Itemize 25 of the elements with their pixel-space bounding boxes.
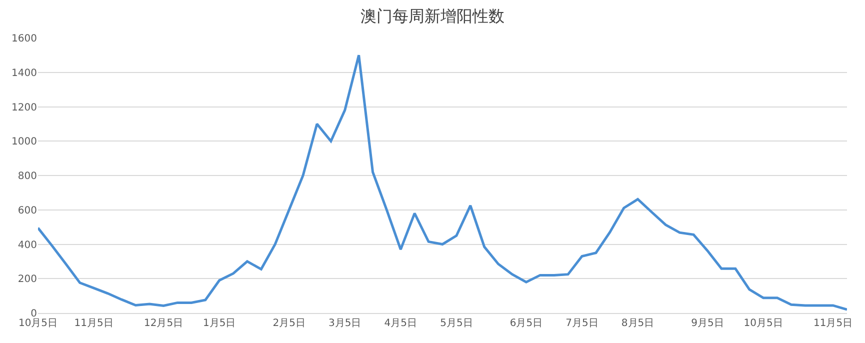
x-tick-label: 9月5日: [691, 318, 724, 329]
x-tick-label: 10月5日: [744, 318, 783, 329]
x-tick-label: 11月5日: [814, 318, 853, 329]
y-tick-label: 1400: [12, 68, 37, 79]
y-tick-label: 200: [18, 274, 37, 286]
x-tick-label: 8月5日: [621, 318, 654, 329]
y-tick-label: 800: [18, 171, 37, 182]
x-tick-label: 6月5日: [510, 318, 543, 329]
x-tick-label: 2月5日: [272, 318, 306, 329]
chart-title: 澳门每周新增阳性数: [360, 6, 504, 26]
x-tick-label: 11月5日: [74, 318, 114, 329]
y-tick-label: 1000: [12, 136, 37, 148]
x-tick-label: 3月5日: [328, 318, 362, 329]
x-tick-label: 4月5日: [384, 318, 418, 329]
x-tick-label: 12月5日: [144, 318, 184, 329]
line-series: [38, 54, 847, 311]
x-tick-label: 10月5日: [18, 318, 58, 329]
y-tick-label: 1200: [12, 102, 37, 114]
y-tick-label: 600: [18, 205, 37, 216]
x-tick-label: 1月5日: [202, 318, 236, 329]
y-tick-label: 400: [18, 240, 37, 251]
y-tick-label: 1600: [12, 34, 37, 44]
x-tick-label: 5月5日: [440, 318, 473, 329]
x-tick-label: 7月5日: [566, 318, 598, 329]
y-tick-label: 0: [30, 308, 37, 320]
